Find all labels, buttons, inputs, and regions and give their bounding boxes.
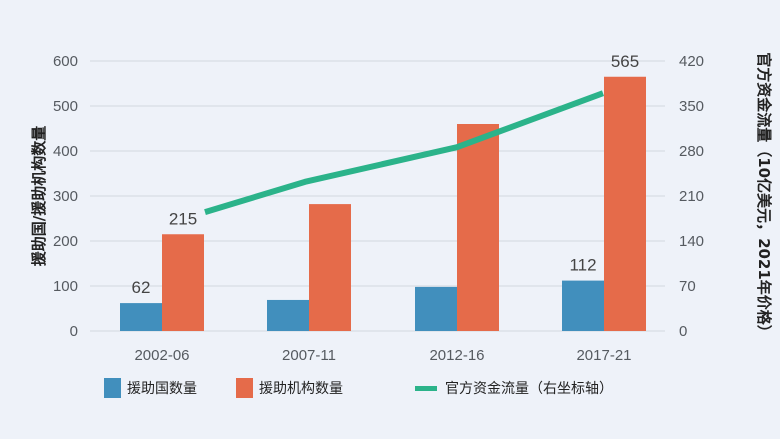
- bar: [415, 286, 457, 331]
- bar: [309, 204, 351, 331]
- legend: 援助国数量 援助机构数量 官方资金流量（右坐标轴）: [0, 378, 780, 402]
- left-axis-ticks: 0 100 200 300 400 500 600: [53, 53, 78, 340]
- right-axis-ticks: 0 70 140 210 280 350 420: [679, 53, 704, 340]
- right-axis-label: 官方资金流量（10亿美元，2021年价格）: [755, 52, 773, 340]
- left-tick: 200: [53, 233, 78, 250]
- left-tick: 500: [53, 98, 78, 115]
- official-flow-line: [204, 90, 605, 215]
- legend-label: 援助机构数量: [259, 381, 343, 397]
- legend-line-green: [415, 385, 437, 391]
- legend-swatch-blue: [104, 378, 121, 398]
- x-axis-ticks: 2002-06 2007-11 2012-16 2017-21: [134, 347, 631, 364]
- left-tick: 400: [53, 143, 78, 160]
- left-tick: 300: [53, 188, 78, 205]
- right-tick: 70: [679, 278, 696, 295]
- data-label: 112: [569, 256, 596, 275]
- bar: [562, 280, 604, 331]
- legend-label: 援助国数量: [127, 381, 197, 397]
- data-label: 565: [611, 52, 639, 71]
- data-labels: 62 215 112 565: [132, 52, 640, 297]
- right-tick: 280: [679, 143, 704, 160]
- bar: [604, 76, 646, 331]
- legend-item-donor-countries: 援助国数量: [104, 378, 197, 398]
- bar: [120, 303, 162, 331]
- left-tick: 0: [70, 323, 78, 340]
- right-tick: 140: [679, 233, 704, 250]
- data-label: 215: [169, 209, 197, 228]
- left-tick: 100: [53, 278, 78, 295]
- legend-item-donor-agencies: 援助机构数量: [236, 378, 343, 398]
- left-tick: 600: [53, 53, 78, 70]
- left-axis-label: 援助国/援助机构数量: [30, 126, 48, 266]
- line-series: [204, 90, 605, 215]
- bar: [162, 234, 204, 331]
- x-tick: 2012-16: [429, 347, 484, 364]
- legend-swatch-orange: [236, 378, 253, 398]
- bars: [120, 76, 646, 331]
- x-tick: 2007-11: [282, 347, 336, 364]
- x-tick: 2017-21: [576, 347, 631, 364]
- legend-label: 官方资金流量（右坐标轴）: [445, 381, 613, 397]
- x-tick: 2002-06: [134, 347, 189, 364]
- right-tick: 0: [679, 323, 687, 340]
- right-tick: 350: [679, 98, 704, 115]
- legend-item-official-flows: 官方资金流量（右坐标轴）: [415, 378, 613, 398]
- data-label: 62: [132, 278, 151, 297]
- bar: [457, 124, 499, 331]
- right-tick: 210: [679, 188, 704, 205]
- bar: [267, 299, 309, 331]
- right-tick: 420: [679, 53, 704, 70]
